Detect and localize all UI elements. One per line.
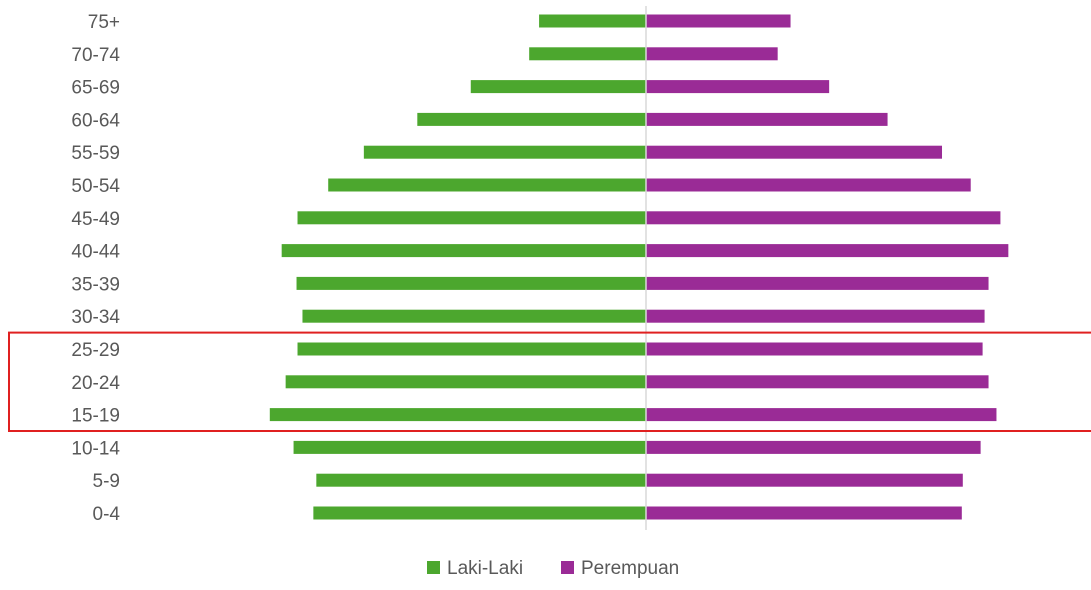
bar-laki-laki-30-34 (302, 309, 646, 323)
bar-perempuan-0-4 (646, 506, 962, 520)
age-label-35-39: 35-39 (71, 274, 120, 295)
highlight-box (8, 331, 1091, 433)
legend-swatch-perempuan (561, 561, 574, 574)
bar-laki-laki-55-59 (363, 145, 646, 159)
bar-perempuan-30-34 (646, 309, 985, 323)
bar-perempuan-10-14 (646, 440, 981, 454)
age-label-0-4: 0-4 (93, 504, 121, 525)
age-label-25-29: 25-29 (71, 340, 120, 361)
legend: Laki-Laki Perempuan (427, 558, 679, 579)
bar-laki-laki-45-49 (297, 211, 646, 225)
bar-perempuan-45-49 (646, 211, 1001, 225)
bar-perempuan-15-19 (646, 408, 997, 422)
age-label-20-24: 20-24 (71, 373, 120, 394)
bar-laki-laki-5-9 (316, 473, 646, 487)
bar-perempuan-40-44 (646, 244, 1009, 258)
bar-laki-laki-20-24 (285, 375, 646, 389)
legend-swatch-laki-laki (427, 561, 440, 574)
bar-laki-laki-25-29 (297, 342, 646, 356)
bar-laki-laki-10-14 (293, 440, 646, 454)
bars-group (269, 14, 1009, 520)
age-label-75+: 75+ (88, 12, 120, 33)
age-label-70-74: 70-74 (71, 45, 120, 66)
bar-laki-laki-65-69 (470, 80, 646, 94)
bar-laki-laki-35-39 (296, 276, 646, 290)
age-label-55-59: 55-59 (71, 143, 120, 164)
bar-perempuan-50-54 (646, 178, 971, 192)
bar-perempuan-35-39 (646, 276, 989, 290)
bar-laki-laki-0-4 (313, 506, 646, 520)
bar-perempuan-5-9 (646, 473, 963, 487)
bar-perempuan-20-24 (646, 375, 989, 389)
legend-label-laki-laki: Laki-Laki (447, 558, 523, 579)
bar-laki-laki-15-19 (269, 408, 646, 422)
age-label-40-44: 40-44 (71, 242, 120, 263)
age-label-50-54: 50-54 (71, 176, 120, 197)
age-label-10-14: 10-14 (71, 438, 120, 459)
bar-perempuan-55-59 (646, 145, 943, 159)
bar-laki-laki-70-74 (529, 47, 646, 61)
age-label-65-69: 65-69 (71, 78, 120, 99)
age-label-5-9: 5-9 (93, 471, 120, 492)
bar-laki-laki-60-64 (417, 112, 646, 126)
bar-perempuan-25-29 (646, 342, 983, 356)
bar-laki-laki-75+ (539, 14, 646, 28)
age-labels-group: 75+ 70-74 65-69 60-64 55-59 50-54 45-49 40-44 35… (71, 12, 120, 525)
bar-perempuan-75+ (646, 14, 791, 28)
bar-perempuan-65-69 (646, 80, 830, 94)
age-label-30-34: 30-34 (71, 307, 120, 328)
legend-label-perempuan: Perempuan (581, 558, 679, 579)
bar-laki-laki-40-44 (281, 244, 646, 258)
age-label-45-49: 45-49 (71, 209, 120, 230)
bar-perempuan-60-64 (646, 112, 888, 126)
bar-laki-laki-50-54 (328, 178, 646, 192)
age-label-15-19: 15-19 (71, 406, 120, 427)
bar-perempuan-70-74 (646, 47, 778, 61)
age-label-60-64: 60-64 (71, 110, 120, 131)
